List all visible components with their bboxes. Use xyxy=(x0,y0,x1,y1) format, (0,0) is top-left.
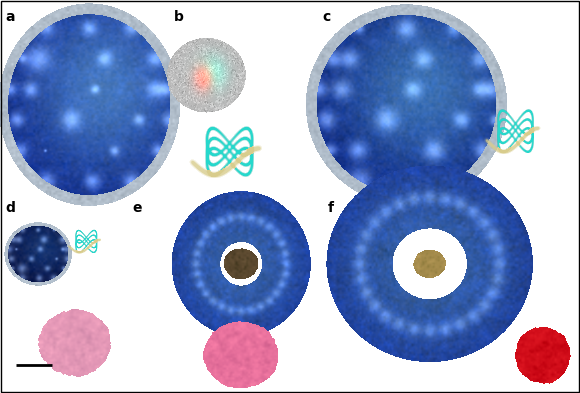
Text: e: e xyxy=(132,201,142,215)
Text: f: f xyxy=(328,201,334,215)
Text: a: a xyxy=(6,10,15,24)
Text: c: c xyxy=(322,10,330,24)
Text: d: d xyxy=(6,201,16,215)
Text: b: b xyxy=(174,10,184,24)
